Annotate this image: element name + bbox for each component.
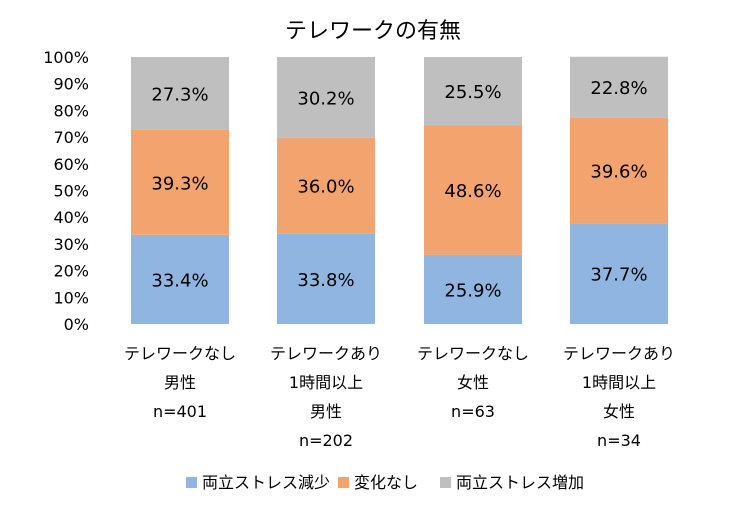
y-tick-label: 10% [53, 288, 89, 307]
x-tick-label: n=34 [597, 431, 641, 450]
data-label: 48.6% [444, 181, 501, 202]
legend-label: 変化なし [354, 473, 418, 492]
data-label: 39.3% [151, 173, 208, 194]
bar-segment [277, 57, 375, 138]
chart-title: テレワークの有無 [285, 19, 461, 44]
x-tick-label: 男性 [164, 373, 196, 392]
y-tick-label: 60% [53, 155, 89, 174]
data-label: 37.7% [590, 265, 647, 286]
y-tick-label: 70% [53, 128, 89, 147]
data-label: 36.0% [297, 177, 354, 198]
bars-group: 33.4% 39.3% 27.3% 33.8% 36.0% 30.2% 25.9% 48.6%… [131, 56, 668, 324]
x-tick-label: n=401 [153, 402, 207, 421]
legend-swatch [186, 477, 197, 488]
x-tick-label: 1時間以上 [582, 373, 656, 392]
data-label: 33.4% [151, 270, 208, 291]
y-tick-label: 0% [64, 315, 89, 334]
x-axis: テレワークなし男性n=401テレワークあり1時間以上男性n=202テレワークなし… [124, 344, 675, 450]
bar-segment [131, 129, 229, 235]
legend-swatch [440, 477, 451, 488]
legend-label: 両立ストレス増加 [456, 473, 584, 492]
bar-segment [570, 223, 668, 324]
y-tick-label: 100% [43, 48, 89, 67]
bar-segment [277, 233, 375, 324]
y-tick-label: 80% [53, 101, 89, 120]
y-tick-label: 20% [53, 262, 89, 281]
x-tick-label: n=63 [451, 402, 495, 421]
bar-segment [424, 125, 522, 255]
x-tick-label: 女性 [603, 402, 635, 421]
bar-segment [424, 254, 522, 324]
x-tick-label: テレワークなし [417, 344, 529, 363]
data-label: 27.3% [151, 84, 208, 105]
bar-segment [277, 137, 375, 234]
bar-segment [570, 117, 668, 224]
bar-segment [131, 57, 229, 130]
x-tick-label: 男性 [310, 402, 342, 421]
data-label: 39.6% [590, 161, 647, 182]
legend-label: 両立ストレス減少 [202, 473, 330, 492]
legend: 両立ストレス減少 変化なし 両立ストレス増加 [186, 473, 584, 492]
bar-segment [131, 234, 229, 324]
y-tick-label: 90% [53, 75, 89, 94]
y-tick-label: 40% [53, 208, 89, 227]
data-label: 33.8% [297, 270, 354, 291]
x-tick-label: n=202 [299, 431, 353, 450]
bar-segment [424, 57, 522, 126]
data-label: 25.5% [444, 82, 501, 103]
x-tick-label: テレワークなし [124, 344, 236, 363]
y-tick-label: 30% [53, 235, 89, 254]
x-tick-label: テレワークあり [270, 344, 382, 363]
y-tick-label: 50% [53, 182, 89, 201]
data-label: 22.8% [590, 78, 647, 99]
legend-swatch [338, 477, 349, 488]
x-tick-label: 女性 [457, 373, 489, 392]
data-label: 25.9% [444, 280, 501, 301]
y-axis: 0% 10% 20% 30% 40% 50% 60% 70% 80% 90% 100% [43, 48, 89, 334]
x-tick-label: テレワークあり [563, 344, 675, 363]
data-label: 30.2% [297, 88, 354, 109]
bar-segment [570, 56, 668, 118]
x-tick-label: 1時間以上 [289, 373, 363, 392]
